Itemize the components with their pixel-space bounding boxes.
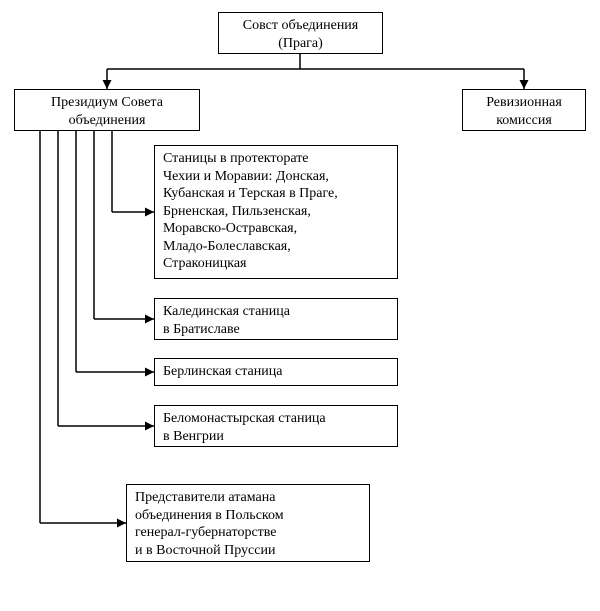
revision-node: Ревизионнаякомиссия	[462, 89, 586, 131]
berlin-text: Берлинская станица	[163, 364, 282, 379]
root-text: Совст объединения(Прага)	[243, 18, 359, 51]
predst-node: Представители атаманаобъединения в Польс…	[126, 484, 370, 562]
edge-presidium-comb	[40, 131, 154, 523]
belomon-text: Беломонастырская станицав Венгрии	[163, 411, 326, 444]
kaledin-text: Калединская станицав Братиславе	[163, 304, 290, 337]
predst-text: Представители атаманаобъединения в Польс…	[135, 490, 284, 558]
presidium-node: Президиум Советаобъединения	[14, 89, 200, 131]
stanicy1-text: Станицы в протекторатеЧехии и Моравии: Д…	[163, 151, 338, 271]
belomon-node: Беломонастырская станицав Венгрии	[154, 405, 398, 447]
edge-root-children	[107, 54, 524, 89]
berlin-node: Берлинская станица	[154, 358, 398, 386]
stanicy1-node: Станицы в протекторатеЧехии и Моравии: Д…	[154, 145, 398, 279]
kaledin-node: Калединская станицав Братиславе	[154, 298, 398, 340]
revision-text: Ревизионнаякомиссия	[486, 95, 562, 128]
presidium-text: Президиум Советаобъединения	[51, 95, 163, 128]
root-node: Совст объединения(Прага)	[218, 12, 383, 54]
